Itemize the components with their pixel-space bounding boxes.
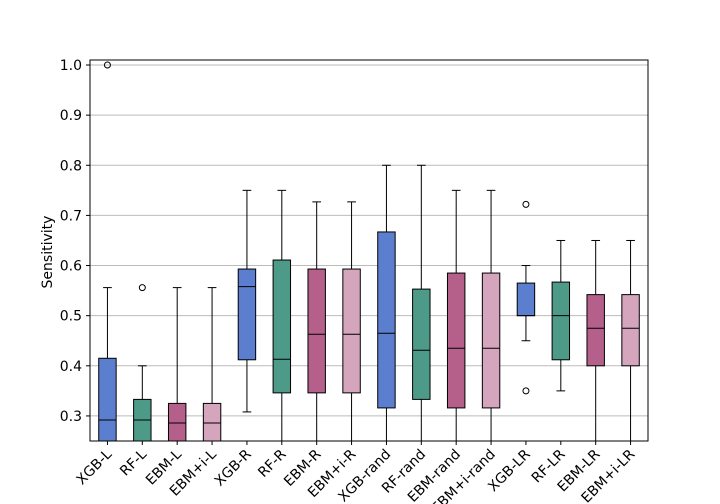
x-tick-label: XGB-L: [74, 446, 116, 488]
y-tick-label: 1.0: [60, 58, 82, 74]
box: [342, 268, 361, 394]
box: [167, 402, 187, 441]
flier: [522, 387, 530, 395]
box: [272, 259, 292, 394]
box: [446, 272, 466, 409]
y-tick-label: 0.3: [60, 409, 82, 425]
flier: [522, 200, 530, 208]
y-tick-label: 0.9: [60, 108, 82, 124]
grid: [90, 64, 648, 417]
y-tick-label: 0.7: [60, 208, 82, 224]
axes-frame: [89, 59, 649, 442]
y-tick-label: 0.8: [60, 158, 82, 174]
box: [98, 357, 117, 441]
box: [237, 268, 257, 361]
box: [202, 402, 222, 441]
box: [621, 294, 640, 367]
y-tick-label: 0.6: [60, 259, 82, 275]
box: [551, 281, 571, 361]
plot-area: [98, 61, 640, 441]
box: [586, 294, 605, 367]
box: [377, 231, 396, 409]
box: [412, 288, 431, 400]
box: [481, 272, 501, 409]
flier: [138, 284, 146, 292]
x-tick-label: XGB-R: [212, 446, 255, 489]
box: [516, 282, 536, 317]
flier: [103, 61, 111, 69]
y-tick-label: 0.4: [60, 359, 82, 375]
box: [307, 268, 326, 394]
y-axis-label: Sensitivity: [40, 216, 56, 289]
y-tick-label: 0.5: [60, 309, 82, 325]
